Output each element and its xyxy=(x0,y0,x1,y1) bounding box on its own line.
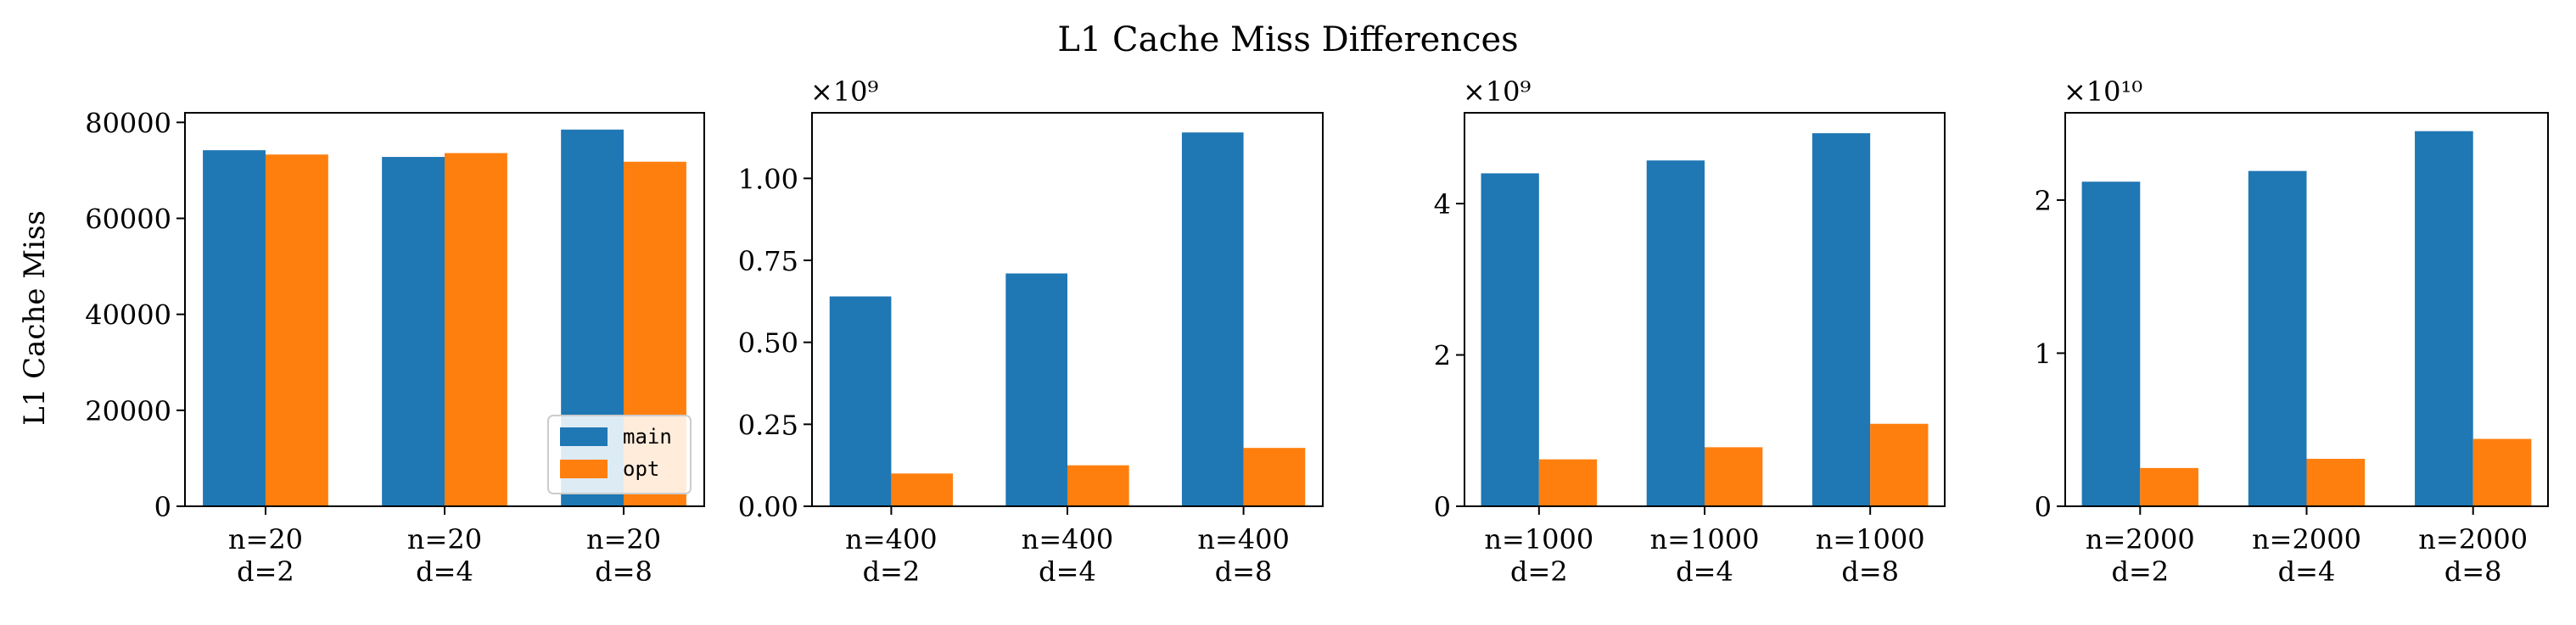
x-tick-label: n=1000 xyxy=(1484,523,1593,555)
x-tick-label: d=4 xyxy=(2278,555,2336,588)
x-tick-label: n=400 xyxy=(1022,523,1114,555)
chart-panel-2: 0.000.250.500.751.00n=400d=2n=400d=4n=40… xyxy=(738,75,1324,588)
bar-opt-3 xyxy=(1870,423,1929,506)
x-tick-label: d=8 xyxy=(595,555,652,588)
bar-main-2 xyxy=(1646,160,1705,506)
bar-opt-2 xyxy=(445,153,507,506)
y-tick-label: 1 xyxy=(2035,338,2052,370)
legend-swatch-opt xyxy=(560,460,608,478)
x-tick-label: d=8 xyxy=(1841,555,1899,588)
y-tick-label: 0.25 xyxy=(738,409,798,441)
y-tick-label: 2 xyxy=(1434,340,1451,372)
bar-main-3 xyxy=(1812,133,1871,507)
y-tick-label: 80000 xyxy=(85,107,171,139)
x-tick-label: n=1000 xyxy=(1816,523,1925,555)
bar-opt-2 xyxy=(1067,465,1129,506)
y-tick-label: 0.50 xyxy=(738,327,798,360)
x-tick-label: d=8 xyxy=(1215,555,1273,588)
bar-opt-2 xyxy=(2306,459,2366,506)
bar-opt-1 xyxy=(891,473,954,506)
figure-title: L1 Cache Miss Differences xyxy=(1057,20,1518,59)
x-tick-label: n=400 xyxy=(845,523,938,555)
bar-main-2 xyxy=(1005,273,1067,506)
x-tick-label: n=400 xyxy=(1197,523,1290,555)
x-tick-label: d=2 xyxy=(1510,555,1568,588)
bar-main-3 xyxy=(2415,131,2473,506)
x-tick-label: d=4 xyxy=(1039,555,1096,588)
bar-main-1 xyxy=(1481,173,1539,506)
x-tick-label: d=2 xyxy=(863,555,921,588)
legend: main opt xyxy=(547,415,692,494)
y-tick-label: 20000 xyxy=(85,395,171,427)
bar-opt-3 xyxy=(2472,438,2532,506)
y-tick-label: 60000 xyxy=(85,203,171,235)
bar-opt-1 xyxy=(1538,459,1598,506)
legend-label-opt: opt xyxy=(623,457,659,481)
x-tick-label: n=20 xyxy=(407,523,482,555)
y-tick-label: 40000 xyxy=(85,299,171,332)
x-tick-label: d=2 xyxy=(237,555,294,588)
legend-swatch-main xyxy=(560,427,608,446)
bar-main-3 xyxy=(1181,132,1244,506)
x-tick-label: d=2 xyxy=(2111,555,2169,588)
y-axis-label: L1 Cache Miss xyxy=(18,210,52,426)
bar-main-2 xyxy=(2248,170,2307,507)
bar-main-1 xyxy=(2081,181,2141,507)
axis-scale-label: ×10⁹ xyxy=(810,75,879,108)
x-tick-label: n=2000 xyxy=(2086,523,2195,555)
x-tick-label: n=1000 xyxy=(1650,523,1760,555)
bar-main-1 xyxy=(829,296,892,506)
legend-label-main: main xyxy=(623,425,672,449)
x-tick-label: n=2000 xyxy=(2252,523,2361,555)
y-tick-label: 0 xyxy=(2035,491,2052,523)
y-tick-label: 0.00 xyxy=(738,491,798,523)
x-tick-label: n=20 xyxy=(228,523,303,555)
x-tick-label: n=2000 xyxy=(2418,523,2528,555)
x-tick-label: n=20 xyxy=(586,523,661,555)
bar-opt-2 xyxy=(1705,447,1763,506)
y-tick-label: 1.00 xyxy=(738,163,798,195)
chart-panel-1: 020000400006000080000n=20d=2n=20d=4n=20d… xyxy=(85,107,705,588)
y-tick-label: 0.75 xyxy=(738,245,798,277)
y-tick-label: 0 xyxy=(1434,491,1451,523)
x-tick-label: d=8 xyxy=(2444,555,2502,588)
bar-main-2 xyxy=(382,157,445,506)
x-tick-label: d=4 xyxy=(1676,555,1733,588)
bar-opt-1 xyxy=(265,154,328,507)
axis-scale-label: ×10⁹ xyxy=(1463,75,1532,108)
y-tick-label: 4 xyxy=(1434,188,1451,220)
x-tick-label: d=4 xyxy=(416,555,473,588)
bar-opt-1 xyxy=(2140,467,2198,506)
bar-opt-3 xyxy=(1243,448,1306,506)
y-tick-label: 2 xyxy=(2035,185,2052,217)
bar-main-1 xyxy=(203,150,266,506)
y-tick-label: 0 xyxy=(154,491,171,523)
axis-scale-label: ×10¹⁰ xyxy=(2064,75,2142,108)
